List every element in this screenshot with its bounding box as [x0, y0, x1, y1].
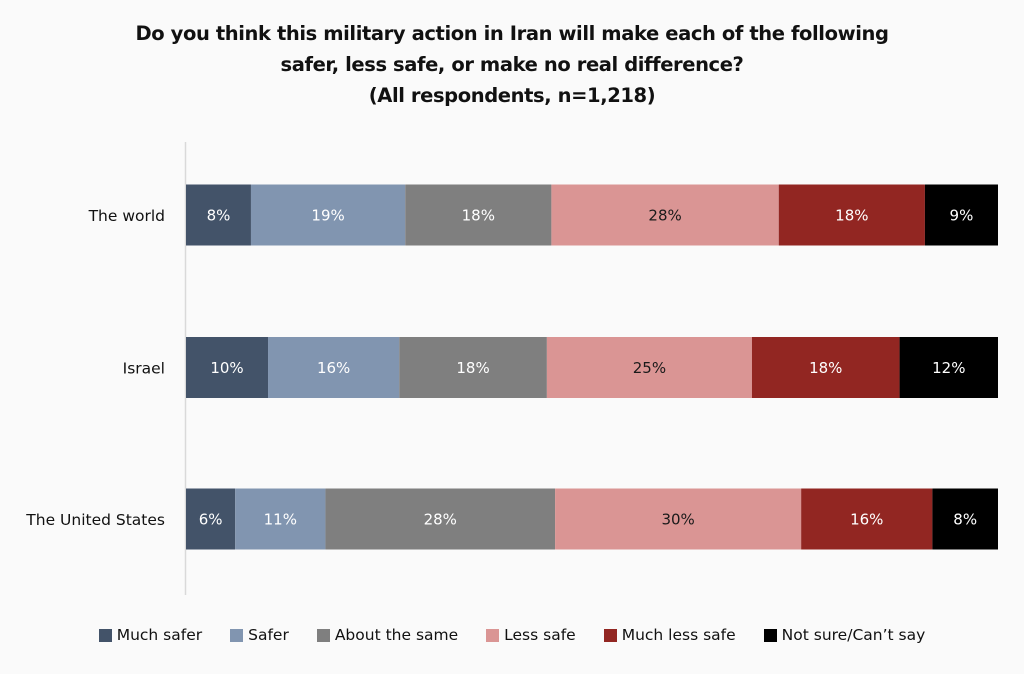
bar-segment-much-safer — [186, 488, 236, 550]
data-label: 19% — [311, 207, 344, 225]
bar-segment-safer — [268, 337, 400, 398]
data-label: 18% — [462, 207, 495, 225]
bar-segment-less-safe — [546, 337, 752, 398]
bar-segment-much-safer — [186, 337, 269, 398]
chart-title: Do you think this military action in Ira… — [0, 18, 1024, 111]
data-label: 12% — [932, 359, 965, 377]
legend-label: Much less safe — [621, 626, 736, 644]
bar-segment-about-the-same — [405, 184, 552, 246]
legend-item: Much safer — [98, 626, 203, 644]
bar-segment-much-less-safe — [801, 488, 933, 550]
data-label: 28% — [648, 207, 681, 225]
data-label: 16% — [317, 359, 350, 377]
data-label: 8% — [953, 511, 977, 529]
chart-title-line-1: Do you think this military action in Ira… — [135, 22, 889, 45]
legend-item: Much less safe — [603, 626, 736, 644]
legend-swatch — [230, 628, 244, 642]
bar-segment-much-less-safe — [751, 337, 900, 398]
bar-segment-about-the-same — [325, 488, 556, 550]
data-label: 28% — [424, 511, 457, 529]
legend-label: About the same — [334, 626, 459, 644]
legend-swatch — [316, 628, 330, 642]
data-label: 30% — [661, 511, 694, 529]
bar-row-israel: 10% 16% 18% 25% 18% 12% — [186, 337, 998, 398]
data-label: 9% — [950, 207, 974, 225]
legend-item: About the same — [316, 626, 459, 644]
bar-segment-safer — [250, 184, 406, 246]
data-label: 11% — [264, 511, 297, 529]
bar-row-the-world: 8% 19% 18% 28% 18% 9% — [186, 184, 998, 246]
legend-item: Less safe — [486, 626, 576, 644]
category-label: The United States — [25, 511, 165, 529]
bar-row-the-united-states: 6% 11% 28% 30% 16% 8% — [186, 488, 998, 550]
legend-swatch — [98, 628, 112, 642]
legend-swatch — [603, 628, 617, 642]
bar-segment-much-less-safe — [778, 184, 925, 246]
category-label: Israel — [123, 360, 165, 378]
legend-swatch — [486, 628, 500, 642]
category-labels: The world Israel The United States — [25, 207, 165, 529]
legend: Much safer Safer About the same Less safe Mu… — [0, 626, 1024, 644]
data-label: 6% — [199, 511, 223, 529]
data-label: 18% — [835, 207, 868, 225]
legend-label: Safer — [248, 626, 289, 644]
data-label: 25% — [633, 359, 666, 377]
legend-label: Not sure/Can’t say — [781, 626, 926, 644]
legend-item: Safer — [230, 626, 289, 644]
data-label: 8% — [207, 207, 231, 225]
chart-title-line-2: safer, less safe, or make no real differ… — [280, 53, 744, 76]
legend-swatch — [763, 628, 777, 642]
data-label: 18% — [809, 359, 842, 377]
bar-segment-about-the-same — [399, 337, 547, 398]
data-label: 16% — [850, 511, 883, 529]
legend-item: Not sure/Can’t say — [763, 626, 926, 644]
data-label: 10% — [210, 359, 243, 377]
legend-label: Much safer — [116, 626, 203, 644]
chart-subtitle: (All respondents, n=1,218) — [368, 84, 656, 107]
bar-segment-safer — [235, 488, 326, 550]
bar-segment-not-sure-can-t-say — [924, 184, 998, 246]
bar-segment-not-sure-can-t-say — [932, 488, 998, 550]
legend-label: Less safe — [504, 626, 576, 644]
bar-segment-much-safer — [186, 184, 251, 246]
bar-segment-less-safe — [555, 488, 802, 550]
bar-segment-not-sure-can-t-say — [899, 337, 998, 398]
bars-group: 8% 19% 18% 28% 18% 9% 10% 16% 18% 25% 18% 12% 6% 11% 2… — [186, 184, 998, 550]
data-label: 18% — [456, 359, 489, 377]
bar-segment-less-safe — [551, 184, 779, 246]
category-label: The world — [88, 207, 165, 225]
